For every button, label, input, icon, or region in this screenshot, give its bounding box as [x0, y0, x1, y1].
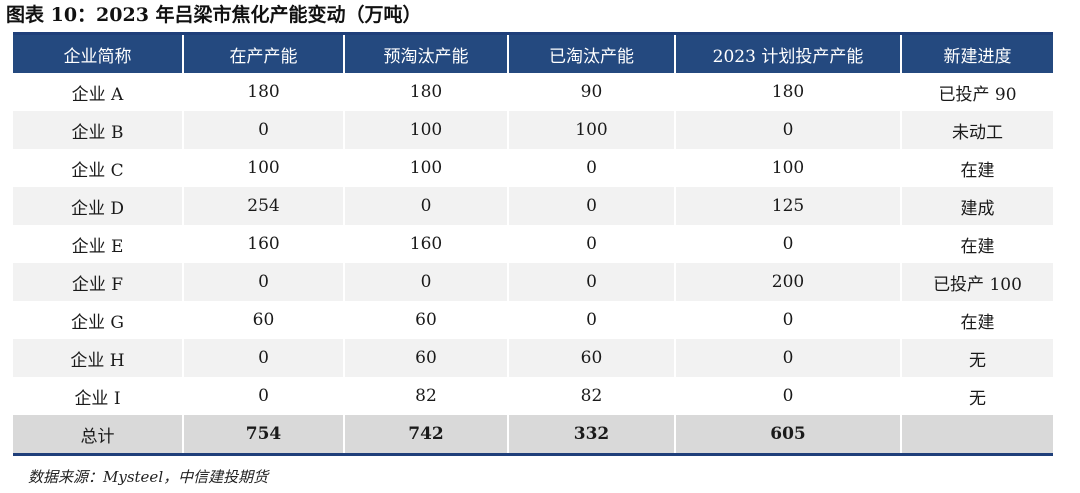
total-active-capacity: 754 [182, 415, 343, 453]
cell-planned-elimination: 60 [343, 301, 507, 339]
cell-company: 企业 B [13, 111, 182, 149]
header-planned-elimination: 预淘汰产能 [343, 35, 507, 73]
cell-progress: 无 [900, 339, 1053, 377]
cell-active-capacity: 180 [182, 73, 343, 111]
data-source-note: 数据来源：Mysteel，中信建投期货 [28, 468, 269, 486]
cell-active-capacity: 60 [182, 301, 343, 339]
cell-progress: 已投产 100 [900, 263, 1053, 301]
cell-eliminated: 0 [507, 263, 674, 301]
table-bottom-rule [13, 453, 1053, 456]
table-top-rule [13, 32, 1053, 35]
cell-planned-2023: 0 [674, 111, 900, 149]
cell-company: 企业 E [13, 225, 182, 263]
cell-planned-elimination: 60 [343, 339, 507, 377]
cell-company: 企业 I [13, 377, 182, 415]
cell-active-capacity: 0 [182, 263, 343, 301]
table-row: 企业 D 254 0 0 125 建成 [13, 187, 1053, 225]
table-header-row: 企业简称 在产产能 预淘汰产能 已淘汰产能 2023 计划投产产能 新建进度 [13, 35, 1053, 73]
cell-progress: 已投产 90 [900, 73, 1053, 111]
header-company: 企业简称 [13, 35, 182, 73]
cell-progress: 在建 [900, 225, 1053, 263]
cell-active-capacity: 0 [182, 111, 343, 149]
header-eliminated: 已淘汰产能 [507, 35, 674, 73]
cell-active-capacity: 160 [182, 225, 343, 263]
cell-eliminated: 0 [507, 301, 674, 339]
cell-active-capacity: 0 [182, 339, 343, 377]
cell-planned-elimination: 82 [343, 377, 507, 415]
cell-eliminated: 100 [507, 111, 674, 149]
table-row: 企业 G 60 60 0 0 在建 [13, 301, 1053, 339]
cell-planned-elimination: 0 [343, 187, 507, 225]
cell-eliminated: 0 [507, 187, 674, 225]
cell-eliminated: 82 [507, 377, 674, 415]
cell-planned-2023: 0 [674, 301, 900, 339]
table-row: 企业 B 0 100 100 0 未动工 [13, 111, 1053, 149]
cell-planned-elimination: 0 [343, 263, 507, 301]
cell-progress: 在建 [900, 149, 1053, 187]
table-row: 企业 F 0 0 0 200 已投产 100 [13, 263, 1053, 301]
cell-planned-elimination: 180 [343, 73, 507, 111]
cell-planned-elimination: 160 [343, 225, 507, 263]
total-progress [900, 415, 1053, 453]
header-active-capacity: 在产产能 [182, 35, 343, 73]
cell-active-capacity: 254 [182, 187, 343, 225]
header-progress: 新建进度 [900, 35, 1053, 73]
cell-planned-2023: 0 [674, 377, 900, 415]
figure-title: 图表 10：2023 年吕梁市焦化产能变动（万吨） [6, 4, 422, 26]
total-label: 总计 [13, 415, 182, 453]
cell-planned-2023: 125 [674, 187, 900, 225]
total-row: 总计 754 742 332 605 [13, 415, 1053, 453]
cell-eliminated: 60 [507, 339, 674, 377]
cell-company: 企业 G [13, 301, 182, 339]
table-row: 企业 A 180 180 90 180 已投产 90 [13, 73, 1053, 111]
cell-active-capacity: 100 [182, 149, 343, 187]
capacity-data-table: 企业简称 在产产能 预淘汰产能 已淘汰产能 2023 计划投产产能 新建进度 企… [13, 35, 1053, 453]
cell-company: 企业 C [13, 149, 182, 187]
cell-planned-2023: 180 [674, 73, 900, 111]
cell-planned-2023: 100 [674, 149, 900, 187]
cell-planned-2023: 200 [674, 263, 900, 301]
cell-active-capacity: 0 [182, 377, 343, 415]
cell-company: 企业 F [13, 263, 182, 301]
cell-company: 企业 A [13, 73, 182, 111]
capacity-table: 企业简称 在产产能 预淘汰产能 已淘汰产能 2023 计划投产产能 新建进度 企… [13, 32, 1053, 456]
table-row: 企业 H 0 60 60 0 无 [13, 339, 1053, 377]
cell-planned-2023: 0 [674, 225, 900, 263]
cell-company: 企业 D [13, 187, 182, 225]
header-planned-2023: 2023 计划投产产能 [674, 35, 900, 73]
cell-progress: 建成 [900, 187, 1053, 225]
cell-planned-2023: 0 [674, 339, 900, 377]
cell-eliminated: 90 [507, 73, 674, 111]
table-row: 企业 C 100 100 0 100 在建 [13, 149, 1053, 187]
cell-progress: 无 [900, 377, 1053, 415]
cell-company: 企业 H [13, 339, 182, 377]
cell-progress: 在建 [900, 301, 1053, 339]
total-planned-elimination: 742 [343, 415, 507, 453]
table-row: 企业 E 160 160 0 0 在建 [13, 225, 1053, 263]
cell-eliminated: 0 [507, 149, 674, 187]
table-row: 企业 I 0 82 82 0 无 [13, 377, 1053, 415]
cell-progress: 未动工 [900, 111, 1053, 149]
total-planned-2023: 605 [674, 415, 900, 453]
cell-eliminated: 0 [507, 225, 674, 263]
total-eliminated: 332 [507, 415, 674, 453]
cell-planned-elimination: 100 [343, 149, 507, 187]
cell-planned-elimination: 100 [343, 111, 507, 149]
